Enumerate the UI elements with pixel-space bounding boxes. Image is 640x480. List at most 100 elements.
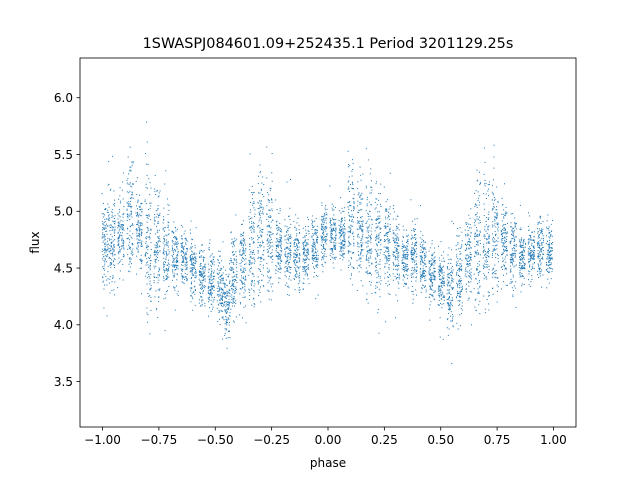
data-point: [122, 256, 124, 258]
data-point: [324, 207, 326, 209]
data-point: [140, 203, 142, 205]
data-point: [458, 268, 460, 270]
data-point: [127, 227, 129, 229]
data-point: [252, 273, 254, 275]
data-point: [315, 265, 317, 267]
data-point: [451, 297, 453, 299]
data-point: [313, 239, 315, 241]
data-point: [244, 244, 246, 246]
data-point: [483, 266, 485, 268]
data-point: [442, 291, 444, 293]
data-point: [305, 262, 307, 264]
data-point: [232, 302, 234, 304]
data-point: [441, 284, 443, 286]
data-point: [189, 260, 191, 262]
data-point: [285, 263, 287, 265]
data-point: [467, 226, 469, 228]
data-point: [367, 236, 369, 238]
data-point: [189, 267, 191, 269]
data-point: [289, 267, 291, 269]
data-point: [111, 253, 113, 255]
data-point: [229, 259, 231, 261]
data-point: [465, 288, 467, 290]
data-point: [387, 235, 389, 237]
data-point: [182, 238, 184, 240]
data-point: [428, 273, 430, 275]
data-point: [385, 247, 387, 249]
data-point: [191, 256, 193, 258]
data-point: [259, 218, 261, 220]
data-point: [182, 261, 184, 263]
data-point: [432, 294, 434, 296]
data-point: [449, 307, 451, 309]
data-point: [466, 222, 468, 224]
data-point: [279, 277, 281, 279]
data-point: [290, 242, 292, 244]
data-point: [194, 247, 196, 249]
data-point: [286, 282, 288, 284]
data-point: [397, 257, 399, 259]
data-point: [223, 319, 225, 321]
data-point: [245, 263, 247, 265]
data-point: [230, 231, 232, 233]
data-point: [109, 264, 111, 266]
data-point: [296, 235, 298, 237]
data-point: [155, 265, 157, 267]
data-point: [107, 218, 109, 220]
data-point: [111, 263, 113, 265]
data-point: [344, 246, 346, 248]
data-point: [112, 255, 114, 257]
data-point: [456, 274, 458, 276]
data-point: [303, 247, 305, 249]
data-point: [233, 276, 235, 278]
data-point: [322, 232, 324, 234]
data-point: [483, 203, 485, 205]
data-point: [334, 237, 336, 239]
data-point: [146, 221, 148, 223]
data-point: [359, 220, 361, 222]
data-point: [119, 260, 121, 262]
data-point: [254, 209, 256, 211]
data-point: [377, 225, 379, 227]
data-point: [353, 217, 355, 219]
data-point: [211, 253, 213, 255]
data-point: [361, 215, 363, 217]
data-point: [139, 229, 141, 231]
data-point: [378, 222, 380, 224]
data-point: [343, 257, 345, 259]
data-point: [353, 210, 355, 212]
data-point: [171, 239, 173, 241]
data-point: [312, 244, 314, 246]
data-point: [487, 226, 489, 228]
data-point: [262, 176, 264, 178]
data-point: [190, 270, 192, 272]
data-point: [451, 272, 453, 274]
data-point: [167, 269, 169, 271]
data-point: [375, 238, 377, 240]
data-point: [253, 230, 255, 232]
data-point: [314, 268, 316, 270]
data-point: [252, 204, 254, 206]
data-point: [279, 271, 281, 273]
data-point: [416, 248, 418, 250]
data-point: [174, 309, 176, 311]
data-point: [163, 239, 165, 241]
data-point: [465, 222, 467, 224]
data-point: [451, 277, 453, 279]
data-point: [376, 235, 378, 237]
data-point: [232, 300, 234, 302]
data-point: [284, 274, 286, 276]
data-point: [156, 252, 158, 254]
data-point: [329, 221, 331, 223]
data-point: [219, 251, 221, 253]
data-point: [226, 347, 228, 349]
data-point: [442, 276, 444, 278]
data-point: [257, 283, 259, 285]
data-point: [137, 199, 139, 201]
data-point: [149, 238, 151, 240]
data-point: [377, 226, 379, 228]
data-point: [397, 300, 399, 302]
data-point: [166, 254, 168, 256]
data-point: [199, 305, 201, 307]
data-point: [479, 231, 481, 233]
